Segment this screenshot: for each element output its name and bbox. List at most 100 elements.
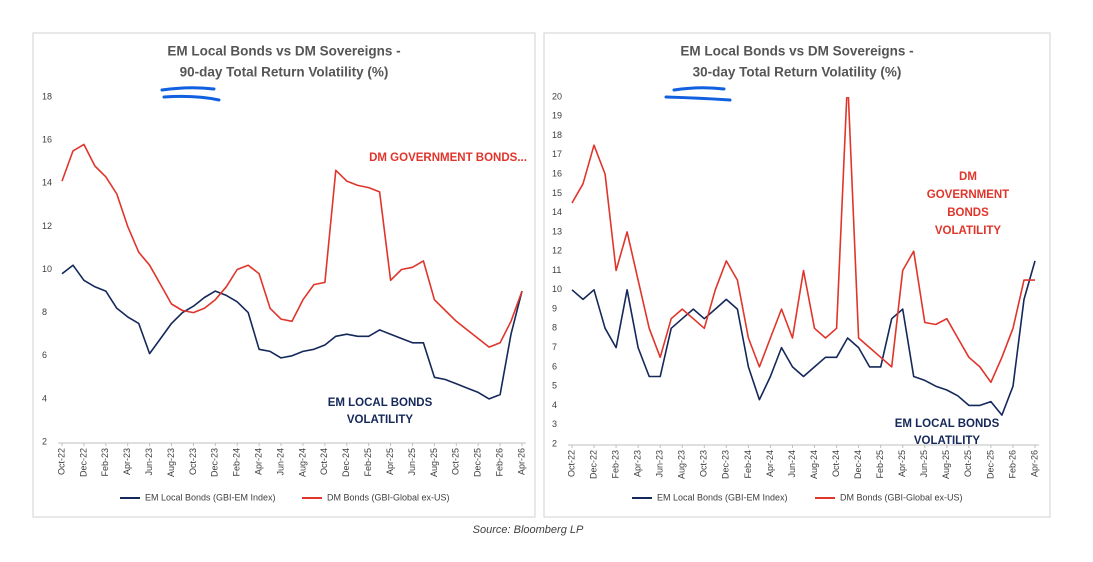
x-tick-label: Dec-24 [853, 450, 863, 479]
x-tick-label: Apr-26 [1029, 450, 1039, 477]
x-tick-label: Feb-26 [1007, 450, 1017, 479]
x-tick-label: Oct-22 [566, 450, 576, 477]
x-tick-label: Jun-25 [407, 448, 417, 476]
x-tick-label: Oct-23 [188, 448, 198, 475]
y-tick-label: 5 [552, 381, 557, 391]
panel [32, 32, 536, 518]
plot-area [61, 143, 523, 400]
y-tick-label: 13 [552, 226, 562, 236]
line-series [61, 264, 523, 400]
x-tick-label: Jun-24 [787, 450, 797, 478]
x-tick-label: Feb-26 [494, 448, 504, 477]
line-series [61, 143, 523, 348]
annotation: EM LOCAL BONDS [895, 418, 1000, 430]
y-tick-label: 4 [42, 393, 47, 403]
x-tick-label: Jun-23 [655, 450, 665, 478]
annotation: VOLATILITY [347, 414, 414, 426]
y-tick-label: 4 [552, 400, 557, 410]
y-tick-label: 17 [552, 149, 562, 159]
y-tick-label: 12 [42, 221, 52, 231]
x-tick-label: Apr-24 [254, 448, 264, 475]
x-tick-label: Feb-25 [875, 450, 885, 479]
x-tick-label: Feb-24 [743, 450, 753, 479]
source: Source: Bloomberg LP [473, 524, 584, 536]
chart-title: 90-day Total Return Volatility (%) [180, 65, 389, 80]
annotation: BONDS [947, 207, 989, 219]
x-tick-label: Feb-23 [610, 450, 620, 479]
legend-label: EM Local Bonds (GBI-EM Index) [145, 492, 276, 502]
y-tick-label: 7 [552, 342, 557, 352]
x-tick-label: Apr-26 [516, 448, 526, 475]
x-tick-label: Aug-23 [166, 448, 176, 477]
x-tick-label: Apr-25 [385, 448, 395, 475]
x-tick-label: Oct-24 [319, 448, 329, 475]
x-tick-label: Oct-24 [831, 450, 841, 477]
y-tick-label: 19 [552, 111, 562, 121]
annotation: GOVERNMENT [927, 189, 1009, 201]
x-tick-label: Dec-25 [473, 448, 483, 477]
x-tick-label: Apr-23 [122, 448, 132, 475]
legend-label: DM Bonds (GBI-Global ex-US) [840, 492, 963, 502]
chart-title: EM Local Bonds vs DM Sovereigns - [167, 44, 400, 59]
annotation: VOLATILITY [914, 435, 981, 447]
x-tick-label: Feb-24 [232, 448, 242, 477]
pen-mark [664, 86, 732, 102]
y-tick-label: 2 [42, 436, 47, 446]
y-tick-label: 3 [552, 419, 557, 429]
x-tick-label: Dec-23 [721, 450, 731, 479]
y-tick-label: 16 [552, 168, 562, 178]
y-tick-label: 10 [42, 264, 52, 274]
pen-mark [160, 86, 221, 102]
y-tick-label: 14 [552, 207, 562, 217]
x-tick-label: Apr-25 [897, 450, 907, 477]
chart-title: 30-day Total Return Volatility (%) [693, 65, 902, 80]
y-tick-label: 12 [552, 246, 562, 256]
y-tick-label: 18 [552, 130, 562, 140]
y-tick-label: 10 [552, 284, 562, 294]
x-tick-label: Feb-23 [100, 448, 110, 477]
y-tick-label: 16 [42, 135, 52, 145]
y-tick-label: 9 [552, 303, 557, 313]
annotation: DM [959, 171, 977, 183]
annotation: DM GOVERNMENT BONDS... [369, 152, 527, 164]
panel [543, 32, 1051, 518]
y-tick-label: 6 [552, 361, 557, 371]
x-tick-label: Feb-25 [363, 448, 373, 477]
y-tick-label: 8 [42, 307, 47, 317]
x-tick-label: Apr-24 [765, 450, 775, 477]
legend-label: DM Bonds (GBI-Global ex-US) [327, 492, 450, 502]
line-series [571, 260, 1036, 416]
y-tick-label: 11 [552, 265, 561, 275]
y-tick-label: 15 [552, 188, 562, 198]
chart-title: EM Local Bonds vs DM Sovereigns - [680, 44, 913, 59]
y-tick-label: 18 [42, 91, 52, 101]
y-tick-label: 14 [42, 178, 52, 188]
plot-area [571, 97, 1036, 416]
x-tick-label: Jun-24 [275, 448, 285, 476]
x-tick-label: Dec-24 [341, 448, 351, 477]
x-tick-label: Dec-22 [588, 450, 598, 479]
x-tick-label: Oct-25 [963, 450, 973, 477]
line-series [571, 97, 1035, 384]
x-tick-label: Dec-23 [210, 448, 220, 477]
x-tick-label: Oct-25 [451, 448, 461, 475]
x-tick-label: Dec-22 [78, 448, 88, 477]
x-tick-label: Jun-23 [144, 448, 154, 476]
x-tick-label: Apr-23 [633, 450, 643, 477]
y-tick-label: 2 [552, 438, 557, 448]
y-tick-label: 6 [42, 350, 47, 360]
x-tick-label: Aug-24 [809, 450, 819, 479]
y-tick-label: 20 [552, 91, 562, 101]
x-tick-label: Aug-23 [677, 450, 687, 479]
annotation: VOLATILITY [935, 225, 1002, 237]
x-tick-label: Dec-25 [985, 450, 995, 479]
annotation: EM LOCAL BONDS [328, 397, 433, 409]
y-tick-label: 8 [552, 323, 557, 333]
x-tick-label: Aug-25 [941, 450, 951, 479]
x-tick-label: Oct-22 [56, 448, 66, 475]
legend-label: EM Local Bonds (GBI-EM Index) [657, 492, 788, 502]
x-tick-label: Jun-25 [919, 450, 929, 478]
x-tick-label: Oct-23 [699, 450, 709, 477]
x-tick-label: Aug-25 [429, 448, 439, 477]
